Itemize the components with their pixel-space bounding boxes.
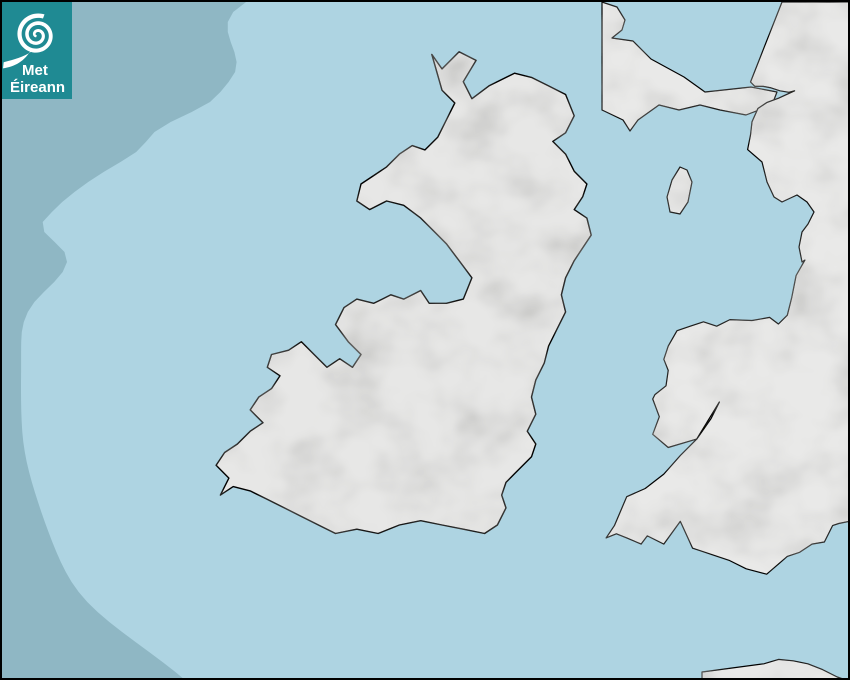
svg-text:Éireann: Éireann [10, 79, 65, 96]
svg-text:Met: Met [22, 62, 48, 79]
